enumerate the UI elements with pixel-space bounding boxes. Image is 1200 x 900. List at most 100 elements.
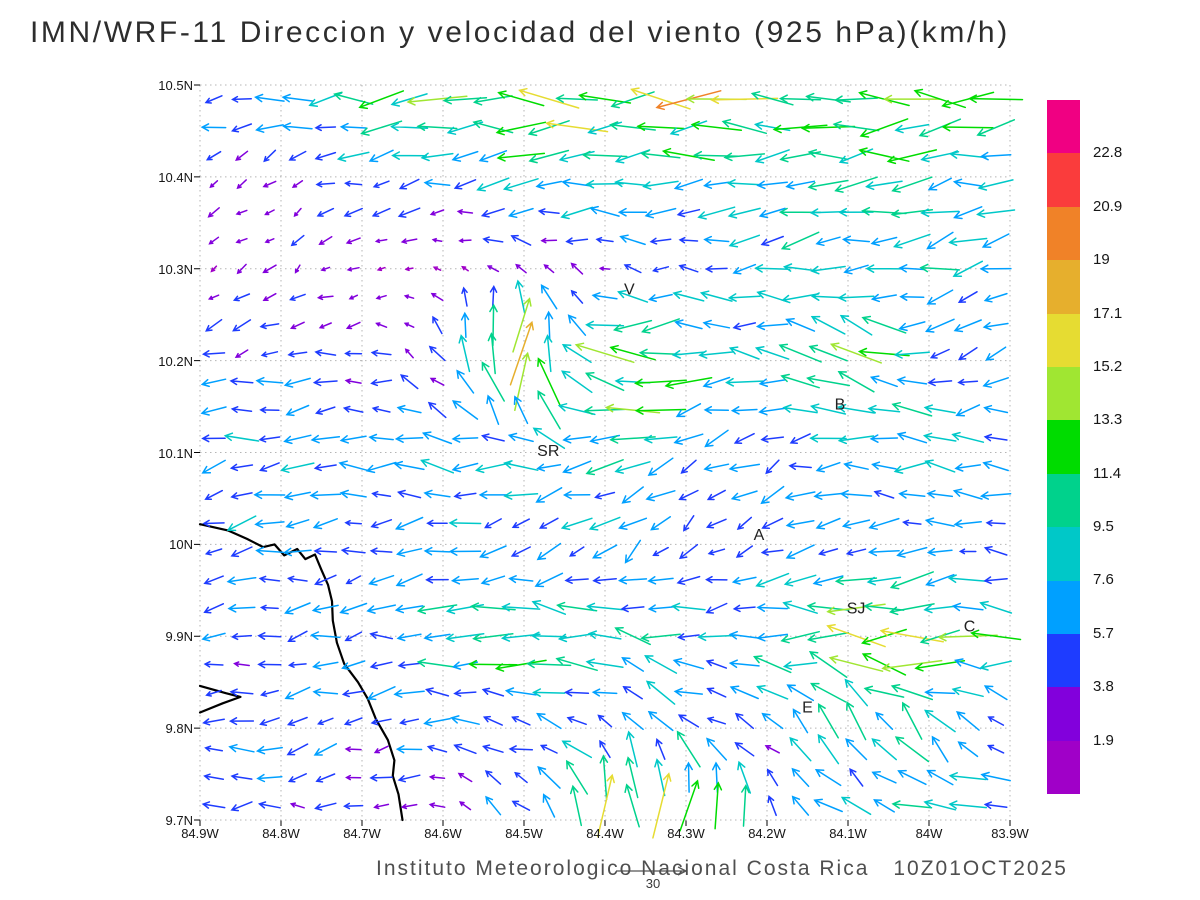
wind-arrow: [781, 293, 820, 304]
wind-arrow: [898, 264, 926, 273]
wind-arrow: [677, 633, 700, 641]
wind-arrow: [570, 289, 584, 304]
wind-arrow: [366, 604, 397, 614]
wind-arrow: [948, 772, 987, 781]
wind-arrow: [293, 207, 302, 218]
wind-arrow: [393, 460, 425, 471]
wind-arrow: [528, 149, 570, 164]
wind-arrow: [829, 342, 883, 364]
wind-arrow: [924, 688, 956, 697]
wind-arrow: [625, 730, 638, 768]
wind-arrow: [676, 208, 701, 218]
wind-arrow: [642, 180, 679, 190]
wind-arrow: [489, 284, 498, 309]
wind-arrow: [893, 350, 930, 359]
wind-arrow: [951, 686, 984, 698]
wind-arrow: [291, 180, 304, 188]
wind-arrow: [756, 685, 789, 700]
wind-arrow: [952, 260, 984, 278]
wind-arrow: [482, 236, 504, 244]
wind-arrow: [226, 576, 257, 586]
wind-arrow: [514, 279, 526, 314]
wind-arrow: [982, 321, 1009, 331]
station-label: SR: [537, 443, 559, 460]
wind-arrow: [926, 489, 954, 499]
wind-arrow: [345, 321, 361, 330]
wind-arrow: [760, 548, 784, 556]
footer-institute: Instituto Meteorologico Nacional Costa R…: [376, 857, 870, 880]
wind-arrow: [508, 575, 534, 584]
wind-arrow: [458, 238, 472, 243]
wind-arrow: [313, 463, 337, 472]
wind-arrow: [979, 600, 1013, 614]
wind-arrow: [368, 574, 395, 586]
wind-arrow: [544, 310, 554, 340]
wind-arrow: [983, 433, 1008, 442]
wind-arrow: [484, 518, 502, 529]
wind-arrow: [721, 118, 768, 135]
colorbar-segment: [1047, 260, 1080, 314]
wind-arrow: [843, 461, 869, 470]
wind-arrow: [341, 689, 365, 698]
wind-arrow: [702, 376, 731, 389]
wind-arrow: [647, 457, 674, 477]
wind-arrow: [566, 716, 587, 726]
wind-arrow: [985, 519, 1006, 527]
wind-arrow: [530, 631, 567, 641]
wind-arrow: [428, 774, 446, 781]
coastline: [198, 684, 242, 714]
wind-arrow: [710, 95, 779, 105]
wind-arrow: [985, 346, 1007, 361]
wind-arrow: [883, 94, 941, 104]
wind-arrow: [948, 237, 988, 247]
wind-arrow: [423, 178, 451, 188]
wind-arrow: [859, 118, 909, 138]
wind-arrow: [754, 346, 790, 360]
wind-arrow: [373, 745, 389, 754]
wind-arrow: [316, 294, 334, 301]
wind-arrow: [537, 357, 561, 406]
wind-arrow: [226, 515, 257, 532]
wind-arrow: [539, 744, 558, 754]
wind-arrow: [236, 263, 247, 275]
wind-arrow: [979, 660, 1012, 671]
wind-arrow: [730, 490, 758, 501]
wind-arrow: [423, 717, 451, 727]
wind-arrow: [235, 237, 248, 244]
wind-arrow: [445, 633, 485, 643]
colorbar-tick-label: 11.4: [1093, 464, 1122, 482]
wind-arrow: [312, 661, 339, 670]
wind-arrow: [599, 754, 609, 801]
wind-arrow: [923, 604, 957, 614]
wind-arrow: [952, 178, 983, 188]
wind-arrow: [873, 799, 895, 813]
lon-tick-label: 84.6W: [424, 826, 462, 841]
wind-arrow: [287, 350, 308, 358]
wind-arrow: [287, 661, 307, 668]
wind-arrow: [891, 176, 933, 193]
wind-arrow: [664, 376, 713, 390]
wind-arrow: [565, 759, 589, 795]
wind-arrow: [723, 152, 766, 162]
wind-arrow: [979, 264, 1012, 274]
colorbar-tick-label: 15.2: [1093, 357, 1123, 375]
wind-arrow: [891, 800, 933, 809]
wind-arrow: [538, 517, 559, 529]
wind-arrow: [315, 773, 336, 783]
wind-arrow: [817, 703, 839, 739]
wind-arrow: [509, 320, 534, 386]
wind-arrow: [591, 688, 618, 697]
wind-arrow: [925, 573, 955, 587]
wind-arrow: [537, 390, 561, 430]
wind-arrow: [461, 286, 468, 307]
wind-arrow: [622, 685, 643, 700]
wind-arrow: [982, 460, 1009, 472]
wind-arrow: [344, 350, 363, 357]
wind-arrow: [421, 431, 453, 445]
wind-arrow: [652, 546, 669, 557]
wind-arrow: [705, 659, 728, 669]
wind-arrow: [870, 236, 898, 247]
wind-arrow: [791, 795, 810, 816]
wind-arrow: [423, 489, 451, 499]
